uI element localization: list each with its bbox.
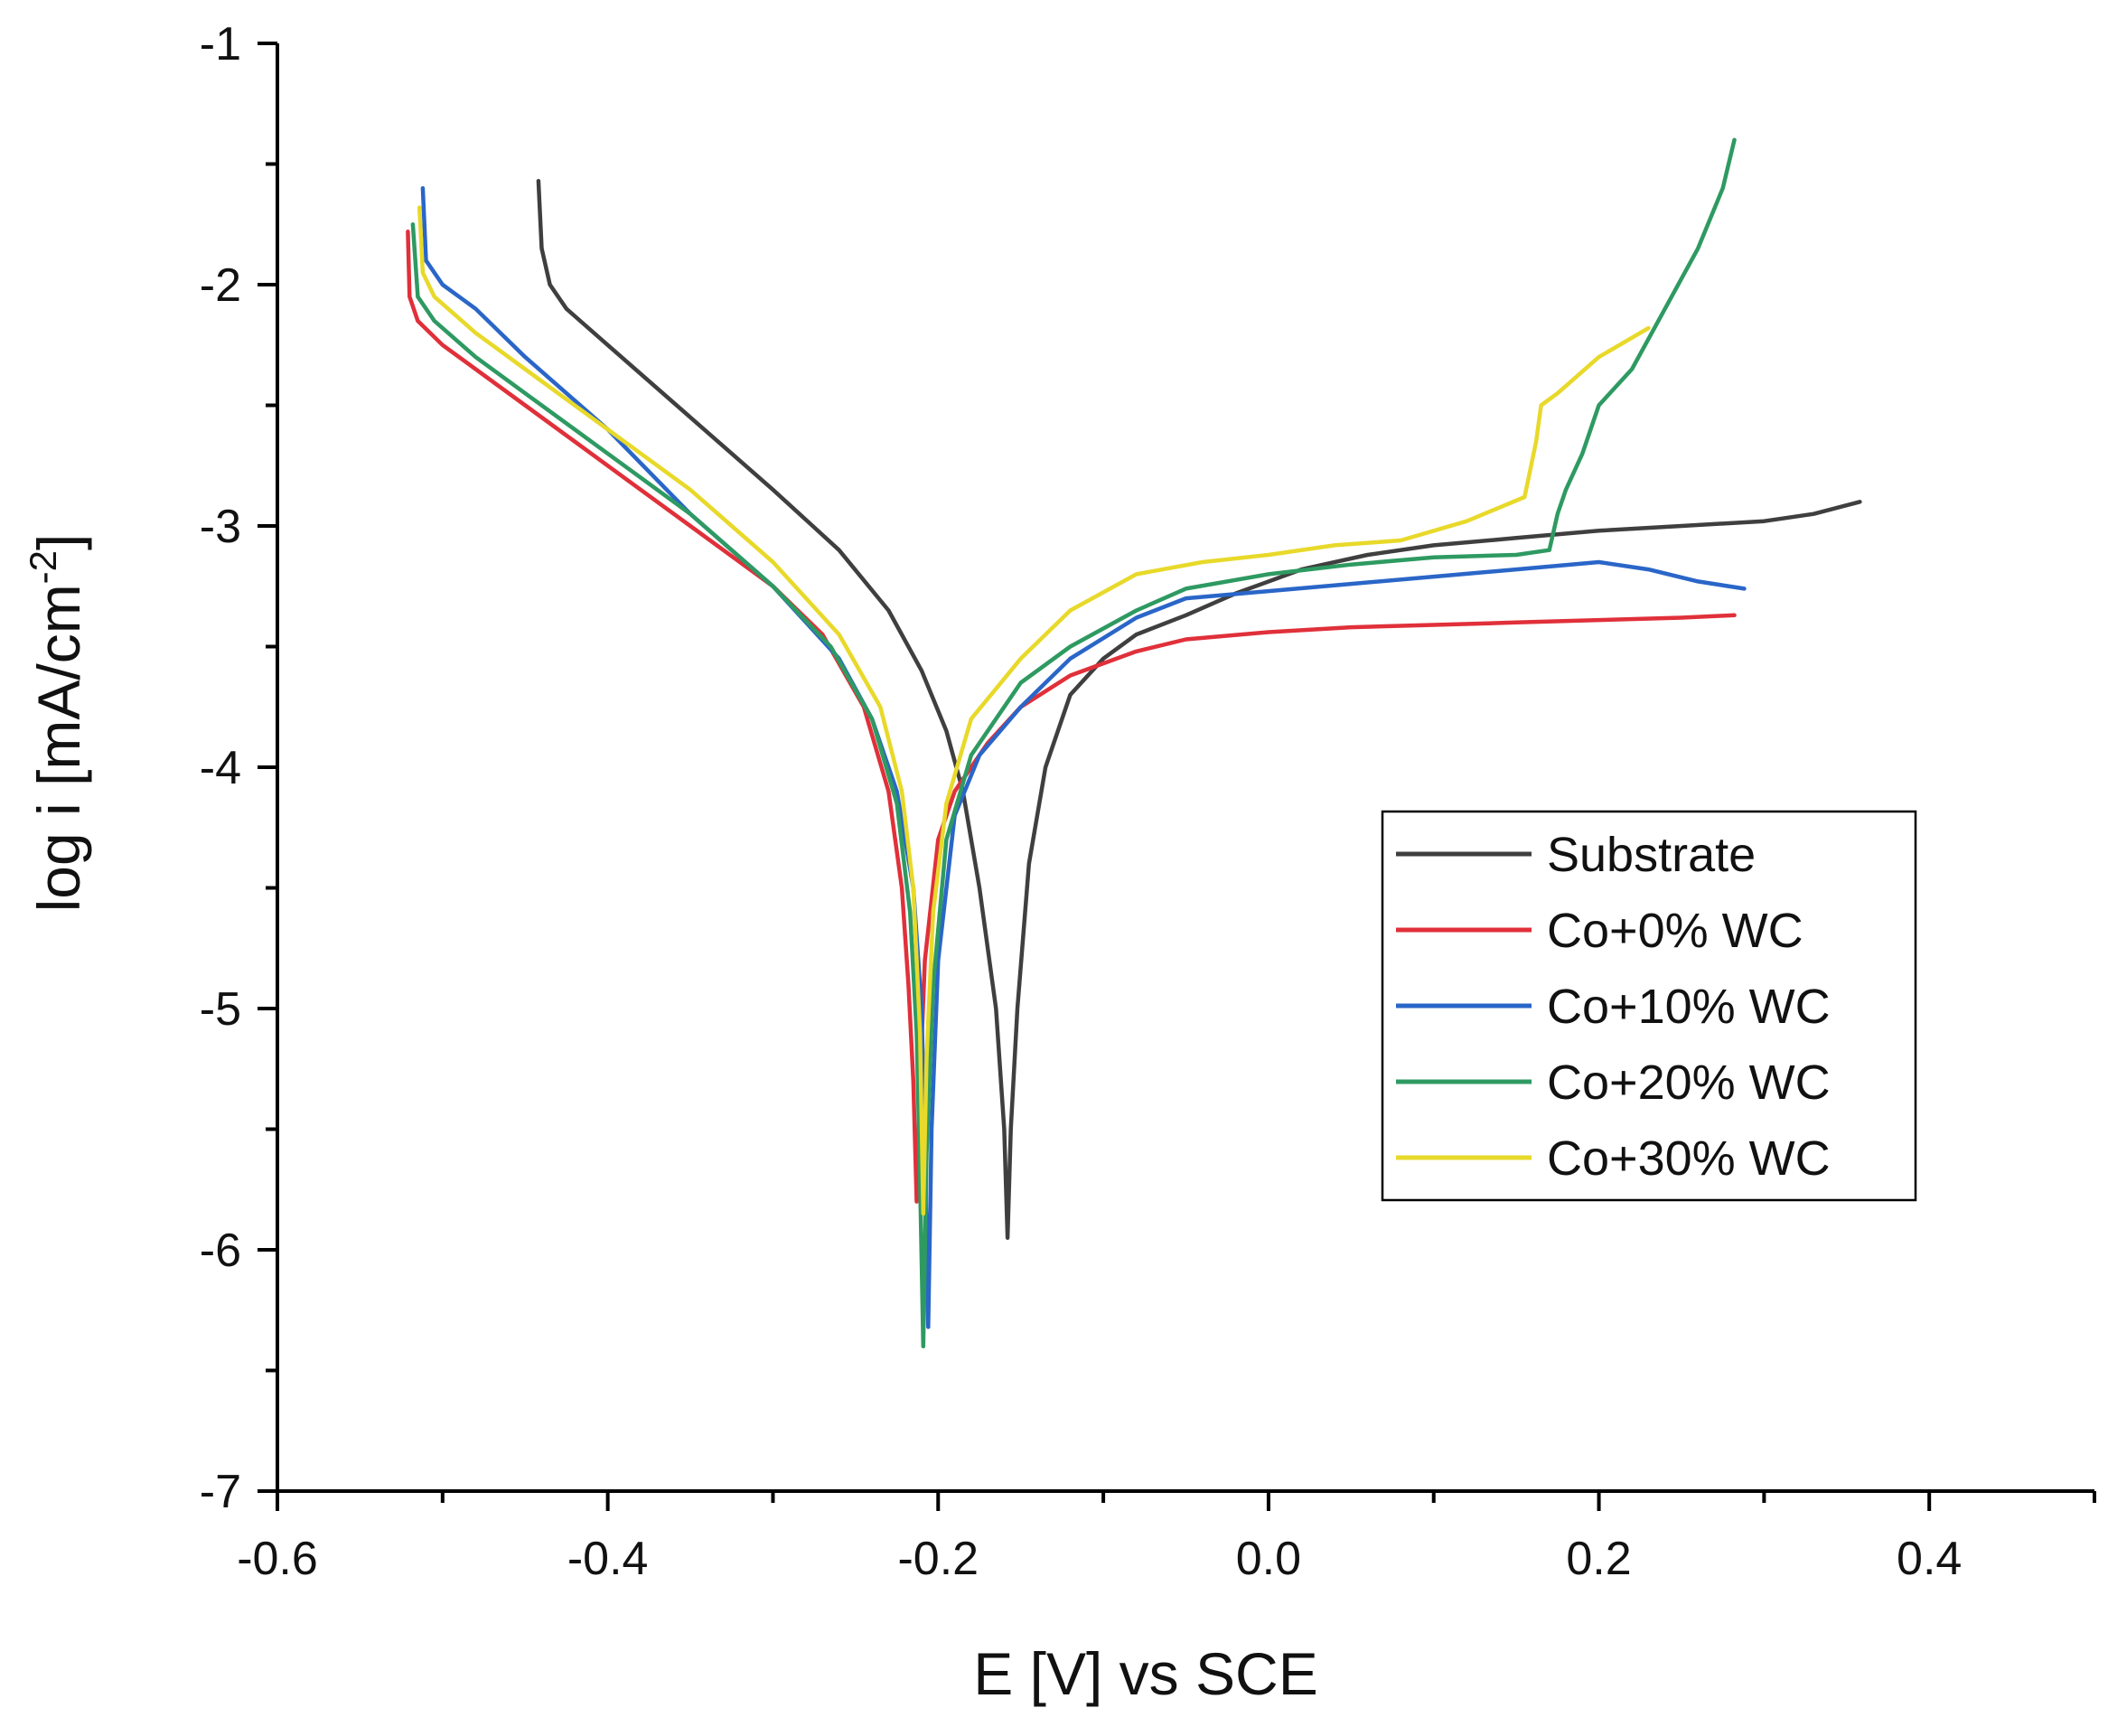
series-line-3 [410, 137, 1737, 1349]
series-layer [406, 137, 1862, 1349]
legend-label: Co+10% WC [1547, 980, 1831, 1034]
legend-label: Co+0% WC [1547, 904, 1804, 958]
y-tick-label: -6 [200, 1225, 241, 1277]
legend-label: Co+30% WC [1547, 1131, 1831, 1186]
y-axis-title: log i [mA/cm-2] [22, 534, 92, 913]
x-tick-label: 0.4 [1897, 1533, 1962, 1585]
legend-label: Substrate [1547, 828, 1756, 882]
legend-entries: Substrate Co+0% WC Co+10% WC Co+20% WC Co+30… [1396, 828, 1831, 1186]
y-tick-label: -5 [200, 983, 241, 1036]
y-tick-label: -2 [200, 259, 241, 312]
y-axis-title-suffix: ] [25, 534, 92, 550]
series-line-0 [536, 178, 1862, 1240]
y-tick-label: -1 [200, 18, 241, 70]
x-tick-label: -0.6 [237, 1533, 318, 1585]
series-line-4 [417, 205, 1651, 1216]
axes-layer: -0.6 -0.4 -0.2 0.0 0.2 0.4 -7 -6 -5 -4 -3 -2 -1 [200, 18, 2096, 1585]
y-tick-label: -7 [200, 1466, 241, 1518]
x-axis-title: E [V] vs SCE [973, 1640, 1317, 1707]
x-tick-label: 0.2 [1566, 1533, 1631, 1585]
y-axis-title-main: log i [mA/cm [25, 584, 92, 912]
y-tick-label: -4 [200, 742, 241, 794]
x-tick-label: -0.2 [897, 1533, 979, 1585]
y-axis-title-superscript: -2 [22, 550, 64, 584]
x-tick-label: -0.4 [567, 1533, 649, 1585]
legend: Substrate Co+0% WC Co+10% WC Co+20% WC Co+30… [1381, 810, 1917, 1202]
x-tick-label: 0.0 [1236, 1533, 1301, 1585]
y-tick-label: -3 [200, 501, 241, 553]
legend-label: Co+20% WC [1547, 1056, 1831, 1110]
